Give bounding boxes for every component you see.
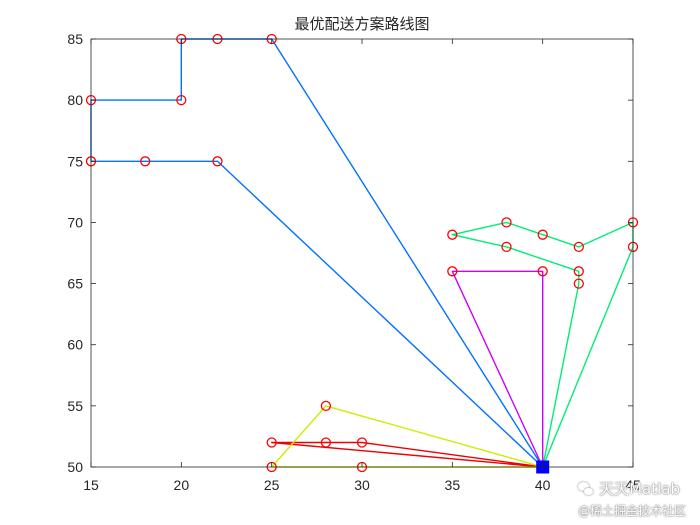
customer-point-13 — [501, 217, 512, 228]
y-tick-label-55: 55 — [67, 398, 83, 414]
customer-point-18 — [537, 266, 548, 277]
route-line-4 — [271, 441, 543, 468]
x-tick-label-20: 20 — [174, 477, 190, 493]
customer-point-19 — [447, 266, 458, 277]
route-line-3 — [451, 270, 544, 468]
customer-point-22 — [266, 437, 277, 448]
customer-point-16 — [573, 266, 584, 277]
axes-layer: 15 20 25 30 35 40 45 50 55 60 65 70 75 80 85 — [67, 31, 641, 493]
y-tick-label-70: 70 — [67, 214, 83, 230]
wechat-icon — [578, 481, 594, 496]
customer-point-17 — [573, 278, 584, 289]
x-tick-label-45: 45 — [625, 477, 641, 493]
customer-point-23 — [320, 400, 332, 412]
x-tick-label-40: 40 — [535, 477, 551, 493]
watermark-primary: 天天Matlab — [578, 478, 680, 499]
chart-title: 最优配送方案路线图 — [294, 15, 429, 33]
customer-point-2 — [140, 156, 151, 167]
customer-point-14 — [447, 229, 458, 240]
customer-point-11 — [573, 241, 584, 253]
customer-point-12 — [537, 229, 548, 240]
route-line-5 — [271, 405, 543, 468]
customer-point-1 — [212, 156, 223, 167]
customer-point-20 — [356, 437, 368, 448]
watermark-secondary: @稀土掘金技术社区 — [577, 504, 686, 518]
routes-layer — [90, 38, 634, 468]
plot-frame — [90, 38, 634, 468]
x-tick-label-15: 15 — [83, 477, 99, 493]
customer-point-5 — [176, 94, 187, 106]
y-tick-label-65: 65 — [67, 276, 83, 292]
y-tick-label-50: 50 — [67, 459, 83, 475]
watermark-line1: 天天Matlab — [599, 480, 680, 498]
x-tick-label-35: 35 — [445, 477, 461, 493]
x-tick-label-25: 25 — [264, 477, 280, 493]
y-tick-label-75: 75 — [67, 153, 83, 169]
customer-point-15 — [501, 241, 512, 253]
route-line-1 — [90, 38, 544, 468]
y-tick-label-80: 80 — [67, 92, 83, 108]
customer-point-21 — [320, 437, 332, 448]
x-tick-label-30: 30 — [354, 477, 370, 493]
y-tick-label-85: 85 — [67, 31, 83, 47]
y-tick-label-60: 60 — [67, 337, 83, 353]
